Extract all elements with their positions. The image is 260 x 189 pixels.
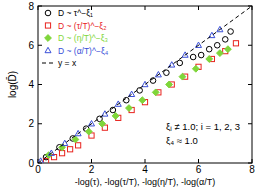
point (214, 42, 220, 48)
point (192, 65, 199, 72)
legend-label: D ~ (τ/T)^−ξ₂ (58, 21, 106, 31)
legend-swatch (45, 47, 51, 52)
legend-swatch (45, 35, 52, 42)
y-tick (38, 6, 42, 7)
point (222, 37, 228, 43)
point (233, 41, 238, 46)
y-tick (38, 123, 42, 124)
point (76, 143, 81, 148)
annotation: ξ₄ ≈ 1.0 (166, 135, 198, 146)
x-tick (198, 159, 199, 163)
point (190, 54, 196, 60)
legend-swatch (42, 63, 54, 64)
x-tick-label: 8 (249, 164, 255, 175)
legend-label: D ~ (η/T)^−ξ₃ (58, 33, 108, 43)
x-tick-label: 0 (35, 164, 41, 175)
point (228, 29, 234, 35)
legend-label: y = x (58, 58, 77, 68)
point (225, 46, 232, 53)
legend-swatch (45, 23, 50, 28)
frame (38, 6, 252, 163)
point (217, 50, 224, 57)
legend: D ~ τ^−ξ₁ D ~ (τ/T)^−ξ₂ D ~ (η/T)^−ξ₃ D ~ (… (42, 8, 109, 68)
x-tick-label: 4 (142, 164, 148, 175)
x-tick (145, 6, 146, 10)
y-tick-label: 2 (28, 118, 34, 129)
x-axis-label: -log(τ), -log(τ/T), -log(η/T), -log(α/T) (75, 177, 215, 187)
point (43, 158, 48, 163)
legend-label: D ~ (α/T)^−ξ₄ (58, 46, 109, 56)
point (198, 52, 204, 58)
y-tick (248, 84, 252, 85)
y-tick (248, 123, 252, 124)
plot-area (38, 6, 252, 163)
point (166, 81, 173, 88)
x-tick-label: 2 (89, 164, 95, 175)
x-tick (38, 6, 39, 10)
y-tick (248, 163, 252, 164)
point (126, 105, 133, 112)
x-tick (252, 6, 253, 10)
legend-label: D ~ τ^−ξ₁ (58, 8, 93, 18)
y-tick (248, 6, 252, 7)
chart: 0 2 4 6 8 0 2 4 6 8 -log(τ), -log(τ/T), -log(η/T),… (0, 0, 260, 189)
x-tick (145, 159, 146, 163)
point (112, 113, 119, 120)
x-tick (198, 6, 199, 10)
point (206, 56, 213, 63)
point (206, 46, 212, 52)
point (85, 128, 92, 135)
x-tick (252, 159, 253, 163)
y-tick (248, 45, 252, 46)
point (68, 147, 73, 152)
point (139, 97, 146, 104)
y-tick (38, 45, 42, 46)
y-tick-label: 4 (28, 79, 34, 90)
point (152, 89, 159, 96)
point (179, 73, 186, 80)
y-axis-label: log(D̄) (6, 71, 18, 98)
y-tick-label: 0 (28, 158, 34, 169)
reference-line (38, 6, 252, 163)
y-tick-label: 8 (28, 1, 34, 12)
y-tick-label: 6 (28, 40, 34, 51)
annotation: ξᵢ ≠ 1.0; i = 1, 2, 3 (166, 121, 240, 132)
y-tick (38, 84, 42, 85)
legend-swatch (45, 10, 51, 16)
point (177, 60, 183, 66)
x-tick-label: 6 (196, 164, 202, 175)
x-tick (91, 159, 92, 163)
point (99, 120, 106, 127)
